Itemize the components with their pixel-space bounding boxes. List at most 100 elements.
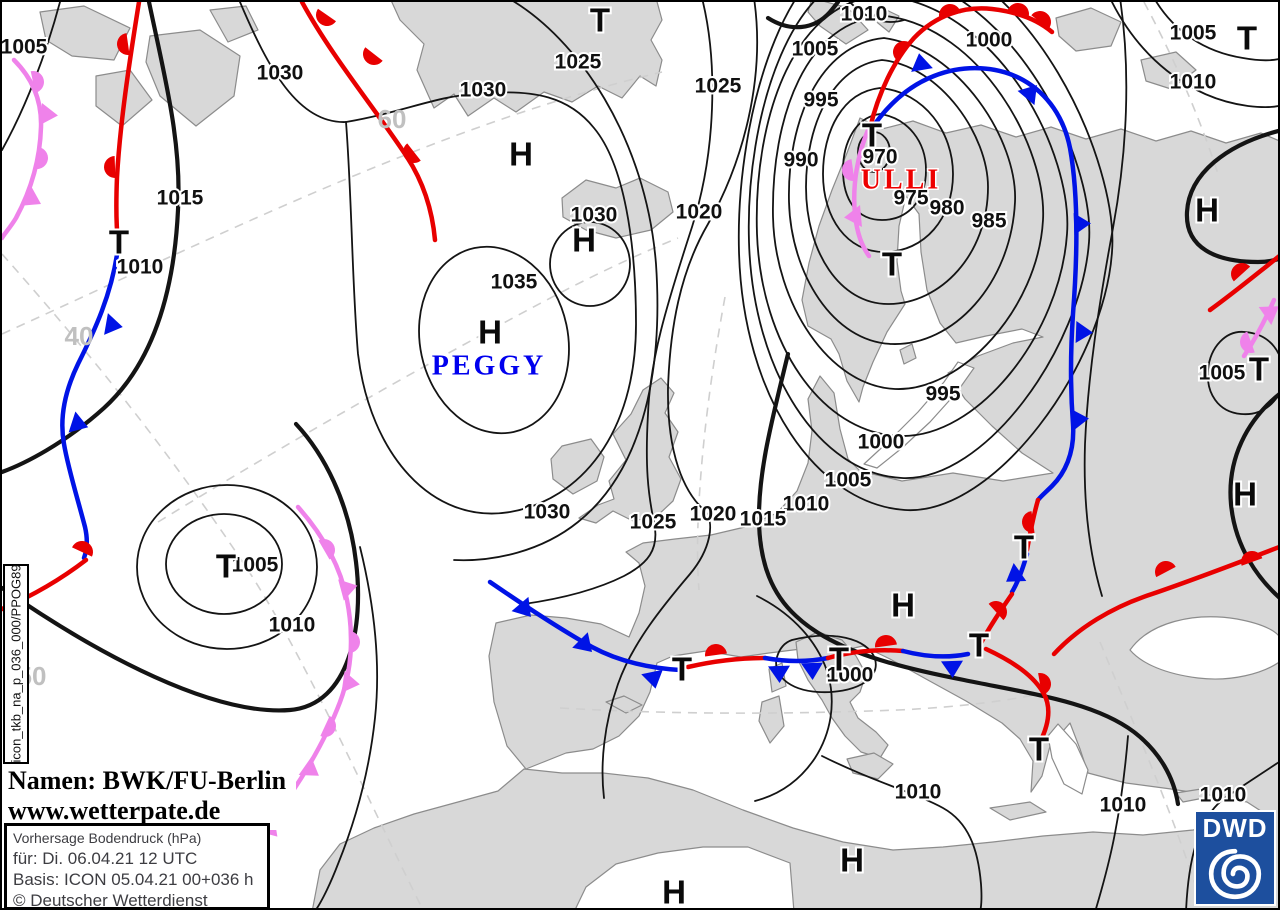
side-label-box: icon_tkb_na_p_036_000/PPOG89: [3, 564, 29, 764]
warm-front: [825, 648, 906, 661]
dwd-logo: DWD: [1194, 810, 1276, 906]
cold-front: [762, 655, 831, 664]
cold-front-triangle: [941, 660, 963, 678]
high-center-label: H: [478, 314, 502, 351]
low-center-label: T: [829, 641, 849, 678]
dwd-spiral-icon: [1208, 848, 1262, 900]
cold-front-triangle: [298, 756, 319, 776]
system-name-label: ULLI: [861, 165, 941, 196]
cold-front-triangle: [40, 103, 58, 125]
landmass-greenland: [391, 2, 663, 117]
warm-front-semicircle: [117, 33, 130, 55]
pressure-label: 1030: [257, 62, 304, 85]
pressure-label: 1000: [827, 664, 874, 687]
pressure-label: 1005: [825, 469, 872, 492]
warm-front: [299, 2, 438, 243]
warm-front-semicircle: [893, 41, 911, 62]
warm-front-semicircle: [1231, 263, 1251, 282]
low-center-label: T: [1014, 529, 1034, 566]
warm-front-semicircle: [875, 635, 897, 648]
low-center-label: T: [1237, 20, 1257, 57]
warm-front-semicircle: [1038, 673, 1051, 695]
warm-front-semicircle: [320, 716, 336, 737]
high-center-label: H: [1233, 476, 1257, 513]
pressure-label: 980: [929, 197, 964, 220]
low-center-label: T: [672, 651, 692, 688]
pressure-label: 1000: [858, 431, 905, 454]
pressure-label: 1030: [524, 501, 571, 524]
pressure-label: 990: [783, 149, 818, 172]
high-center-label: H: [891, 587, 915, 624]
pressure-label: 1010: [1100, 794, 1147, 817]
warm-front-semicircle: [1155, 561, 1176, 578]
sea-baltic: [863, 361, 975, 469]
low-center-label: T: [862, 117, 882, 154]
landmass-continent: [312, 117, 1278, 908]
info-valid-time: für: Di. 06.04.21 12 UTC: [13, 849, 198, 868]
info-copyright: © Deutscher Wetterdienst: [13, 891, 208, 910]
pressure-label: 1025: [555, 51, 602, 74]
warm-front-semicircle: [403, 143, 421, 163]
landmass-med-islands: [605, 343, 1210, 821]
pressure-label: 1030: [571, 204, 618, 227]
cold-front: [900, 648, 971, 659]
warm-front-semicircle: [1007, 3, 1029, 19]
pressure-label: 1010: [783, 493, 830, 516]
warm-front-semicircle: [30, 71, 44, 93]
high-center-label: H: [572, 222, 596, 259]
cold-front-triangle: [20, 186, 42, 206]
warm-front-semicircle: [72, 541, 93, 557]
pressure-label: 1000: [966, 29, 1013, 52]
pressure-label: 1035: [491, 271, 538, 294]
credit-block: Namen: BWK/FU-Berlin www.wetterpate.de: [2, 764, 297, 830]
warm-front-semicircle: [316, 8, 337, 26]
cold-front-triangle: [1073, 213, 1091, 235]
warm-front-semicircle: [318, 539, 335, 560]
pressure-label: 1010: [841, 3, 888, 26]
warm-front-semicircle: [988, 601, 1007, 621]
graticule-label: 40: [65, 321, 94, 351]
info-title: Vorhersage Bodendruck (hPa): [13, 830, 202, 846]
cold-front-triangle: [1075, 321, 1093, 343]
credit-url-line: www.wetterpate.de: [8, 796, 221, 825]
pressure-label: 995: [803, 89, 838, 112]
cold-front-triangle: [801, 662, 823, 680]
landmass-britain: [578, 377, 682, 524]
warm-front-semicircle: [1031, 11, 1051, 29]
low-center-label: T: [882, 246, 902, 283]
pressure-label: 1015: [740, 508, 787, 531]
cold-front-triangle: [641, 669, 663, 689]
pressure-label: 1010: [895, 781, 942, 804]
sea-aegean: [1047, 723, 1089, 795]
dwd-logo-text: DWD: [1202, 813, 1268, 843]
warm-front: [685, 655, 768, 670]
warm-front-semicircle: [842, 159, 855, 181]
cold-front-triangle: [768, 665, 790, 683]
low-center-label: T: [590, 2, 610, 39]
cold-front: [60, 245, 121, 561]
warm-front: [1207, 254, 1278, 313]
pressure-label: 1010: [269, 614, 316, 637]
system-name-label: PEGGY: [432, 351, 547, 382]
cold-front-triangle: [1258, 306, 1278, 326]
cold-front-triangle: [511, 596, 531, 618]
cold-front-triangle: [911, 53, 933, 72]
cold-front-triangle: [338, 579, 358, 601]
landmass-ireland: [550, 438, 605, 495]
cold-front-triangle: [572, 632, 593, 653]
cold-front-triangle: [1017, 84, 1037, 106]
cold-front-triangle: [104, 313, 123, 335]
pressure-label: 1005: [1199, 362, 1246, 385]
cold-front: [487, 579, 683, 673]
pressure-label: 1005: [232, 554, 279, 577]
low-center-label: T: [109, 224, 129, 261]
cold-front-triangle: [341, 671, 360, 693]
low-center-label: T: [216, 548, 236, 585]
pressure-label: 1020: [676, 201, 723, 224]
warm-front-semicircle: [1241, 551, 1263, 566]
pressure-label: 1005: [1170, 22, 1217, 45]
warm-front-semicircle: [939, 4, 961, 17]
